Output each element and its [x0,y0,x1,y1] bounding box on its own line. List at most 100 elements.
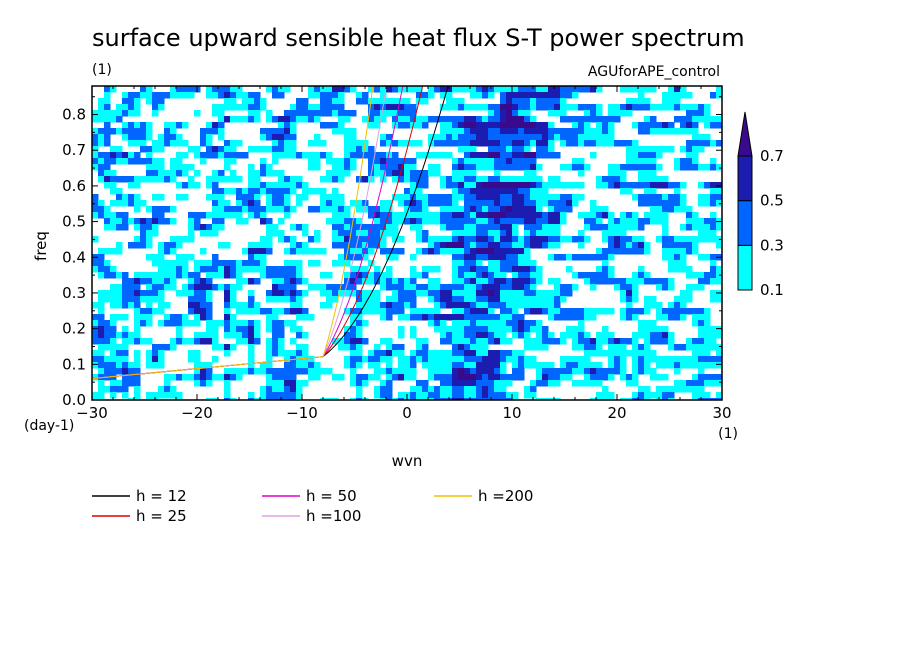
contour-cell [626,152,633,159]
contour-cell [104,296,111,303]
contour-cell [596,332,603,339]
contour-cell [242,194,249,201]
contour-cell [572,158,579,165]
contour-cell [482,164,489,171]
contour-cell [500,356,507,363]
contour-cell [686,242,693,249]
contour-cell [716,296,722,303]
contour-cell [194,302,201,309]
contour-cell [620,278,627,285]
contour-cell [332,104,339,111]
contour-cell [206,194,213,201]
contour-cell [476,92,483,99]
contour-cell [608,182,615,189]
contour-cell [224,380,231,387]
contour-cell [602,368,609,375]
contour-cell [206,314,213,321]
contour-cell [284,296,291,303]
contour-cell [470,374,477,381]
contour-cell [578,308,585,315]
contour-cell [302,98,309,105]
contour-cell [620,338,627,345]
contour-cell [308,314,315,321]
contour-cell [164,302,171,309]
contour-cell [548,110,555,117]
contour-cell [530,338,537,345]
contour-cell [314,362,321,369]
contour-cell [638,152,645,159]
contour-cell [344,206,351,213]
contour-cell [278,386,285,393]
contour-cell [452,140,459,147]
contour-cell [230,398,237,400]
contour-cell [698,314,705,321]
contour-cell [686,272,693,279]
contour-cell [524,86,531,93]
contour-cell [464,332,471,339]
contour-cell [458,254,465,261]
x-tick-label: −30 [76,404,108,422]
contour-cell [434,326,441,333]
contour-cell [698,236,705,243]
contour-cell [674,362,681,369]
contour-cell [500,332,507,339]
contour-cell [710,296,717,303]
contour-cell [254,326,261,333]
contour-cell [590,314,597,321]
contour-cell [494,158,501,165]
contour-cell [380,236,387,243]
contour-cell [476,338,483,345]
contour-cell [266,374,273,381]
contour-cell [206,212,213,219]
contour-cell [104,206,111,213]
contour-cell [452,266,459,273]
contour-cell [656,200,663,207]
contour-cell [308,140,315,147]
contour-cell [350,110,357,117]
contour-cell [98,338,105,345]
contour-cell [584,116,591,123]
contour-cell [470,128,477,135]
contour-cell [164,176,171,183]
contour-cell [128,362,135,369]
contour-cell [206,374,213,381]
contour-cell [572,122,579,129]
contour-cell [272,344,279,351]
contour-cell [524,98,531,105]
contour-cell [338,110,345,117]
contour-cell [566,356,573,363]
contour-cell [452,260,459,267]
contour-cell [554,368,561,375]
contour-cell [554,152,561,159]
contour-cell [632,98,639,105]
contour-cell [542,188,549,195]
contour-cell [452,398,459,400]
contour-cell [416,284,423,291]
contour-cell [104,110,111,117]
contour-cell [680,236,687,243]
contour-cell [302,104,309,111]
contour-cell [200,296,207,303]
contour-cell [92,158,99,165]
contour-cell [398,332,405,339]
contour-cell [566,284,573,291]
contour-cell [482,104,489,111]
contour-cell [266,350,273,357]
contour-cell [668,200,675,207]
contour-cell [446,218,453,225]
contour-cell [674,194,681,201]
contour-cell [464,302,471,309]
contour-cell [266,134,273,141]
contour-cell [560,110,567,117]
contour-cell [584,140,591,147]
contour-cell [92,194,99,201]
contour-cell [644,398,651,400]
contour-cell [116,128,123,135]
contour-cell [338,344,345,351]
contour-cell [398,158,405,165]
contour-cell [518,260,525,267]
contour-cell [338,194,345,201]
contour-cell [344,158,351,165]
contour-cell [116,368,123,375]
contour-cell [452,122,459,129]
